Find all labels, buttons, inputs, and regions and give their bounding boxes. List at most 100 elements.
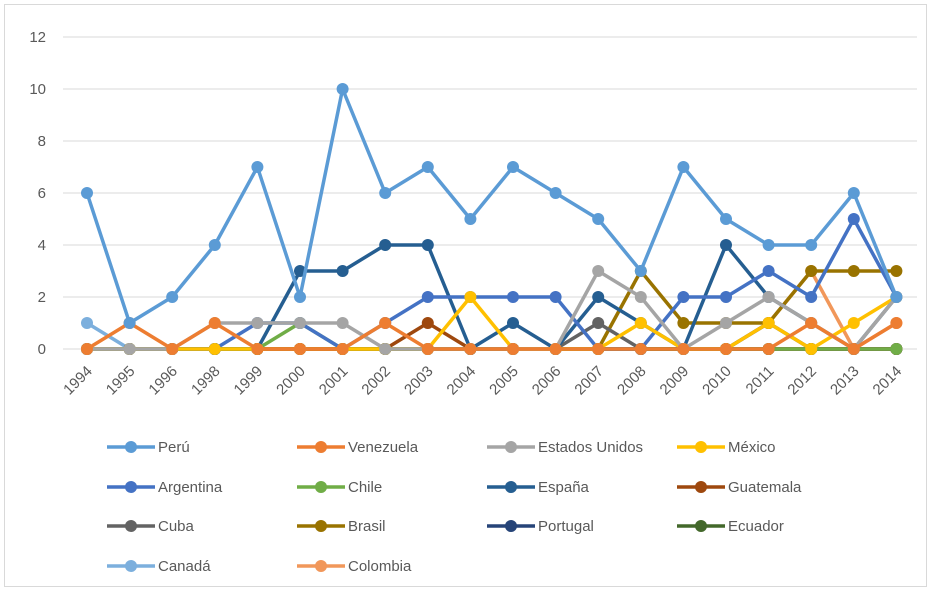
legend-marker — [695, 441, 707, 453]
legend-label: España — [538, 479, 590, 496]
legend-item: Ecuador — [677, 518, 784, 535]
data-point — [634, 291, 647, 303]
x-tick-label: 2000 — [273, 363, 309, 399]
data-point — [464, 213, 477, 225]
legend-item: Guatemala — [677, 479, 802, 496]
data-point — [847, 343, 860, 355]
data-point — [81, 343, 93, 355]
data-point — [251, 317, 264, 329]
data-point — [720, 291, 732, 303]
data-point — [847, 265, 860, 277]
data-point — [720, 239, 732, 251]
x-tick-label: 2004 — [444, 363, 480, 399]
legend-label: México — [728, 439, 776, 456]
legend-item: México — [677, 439, 776, 456]
x-tick-label: 2006 — [529, 363, 565, 399]
data-point — [762, 291, 775, 303]
legend-item: Canadá — [107, 558, 211, 575]
data-point — [720, 213, 732, 225]
x-tick-label: 2013 — [827, 363, 863, 399]
data-point — [507, 291, 519, 303]
data-point — [720, 317, 732, 329]
legend-label: Ecuador — [728, 518, 784, 535]
series-4 — [81, 291, 903, 355]
data-point — [208, 343, 221, 355]
legend-item: Cuba — [107, 518, 195, 535]
legend-item: Estados Unidos — [487, 439, 643, 456]
legend-label: Perú — [158, 439, 190, 456]
data-point — [720, 343, 732, 355]
y-tick-label: 0 — [38, 341, 46, 358]
data-point — [890, 343, 903, 355]
data-point — [336, 265, 349, 277]
legend-label: Brasil — [348, 518, 386, 535]
series-line — [85, 217, 899, 351]
data-point — [464, 343, 477, 355]
series-line — [85, 321, 899, 351]
data-point — [123, 343, 136, 355]
x-tick-label: 2001 — [316, 363, 352, 399]
legend-label: Portugal — [538, 518, 594, 535]
data-point — [294, 291, 306, 303]
legend-label: Guatemala — [728, 479, 802, 496]
legend-label: Estados Unidos — [538, 439, 643, 456]
x-tick-label: 1998 — [188, 363, 224, 399]
data-point — [336, 343, 349, 355]
x-tick-label: 1999 — [231, 363, 267, 399]
legend-marker — [125, 481, 137, 493]
legend-marker — [695, 481, 707, 493]
data-point — [762, 343, 775, 355]
data-point — [549, 343, 562, 355]
data-point — [847, 187, 860, 199]
data-point — [677, 317, 690, 329]
data-point — [379, 317, 392, 329]
data-point — [507, 317, 519, 329]
data-point — [379, 343, 392, 355]
y-axis-ticks: 0 2 4 6 8 10 12 — [29, 29, 46, 358]
data-point — [592, 317, 605, 329]
legend-marker — [125, 520, 137, 532]
legend-marker — [505, 481, 517, 493]
data-point — [592, 265, 605, 277]
x-tick-label: 2003 — [401, 363, 437, 399]
x-tick-label: 2002 — [358, 363, 394, 399]
legend-marker — [505, 520, 517, 532]
legend-item: Argentina — [107, 479, 223, 496]
legend-label: Argentina — [158, 479, 223, 496]
series-line — [85, 295, 899, 351]
data-point — [336, 317, 349, 329]
data-point — [805, 343, 818, 355]
data-point — [805, 239, 818, 251]
data-point — [421, 161, 434, 173]
series-line — [85, 87, 899, 325]
data-point — [379, 187, 392, 199]
data-point — [677, 343, 690, 355]
series-2 — [81, 317, 903, 355]
data-point — [421, 239, 434, 251]
legend-label: Canadá — [158, 558, 211, 575]
x-tick-label: 1996 — [145, 363, 181, 399]
legend-marker — [695, 520, 707, 532]
x-axis-ticks: 1994 1995 1996 1998 1999 2000 2001 2002 2003 2004… — [60, 363, 905, 399]
y-tick-label: 10 — [29, 81, 46, 98]
data-point — [81, 317, 93, 329]
data-point — [592, 291, 605, 303]
data-point — [294, 317, 306, 329]
legend-item: Perú — [107, 439, 190, 456]
data-point — [762, 239, 775, 251]
legend-marker — [125, 560, 137, 572]
legend-marker — [315, 441, 327, 453]
data-point — [634, 317, 647, 329]
data-point — [805, 291, 818, 303]
y-tick-label: 12 — [29, 29, 46, 46]
data-point — [507, 161, 519, 173]
data-point — [549, 291, 562, 303]
legend: Perú Venezuela Estados Unidos México Argenti… — [107, 439, 802, 575]
y-tick-label: 6 — [38, 185, 46, 202]
legend-marker — [315, 481, 327, 493]
data-point — [208, 317, 221, 329]
data-point — [762, 317, 775, 329]
data-point — [805, 317, 818, 329]
data-point — [847, 317, 860, 329]
data-point — [507, 343, 519, 355]
